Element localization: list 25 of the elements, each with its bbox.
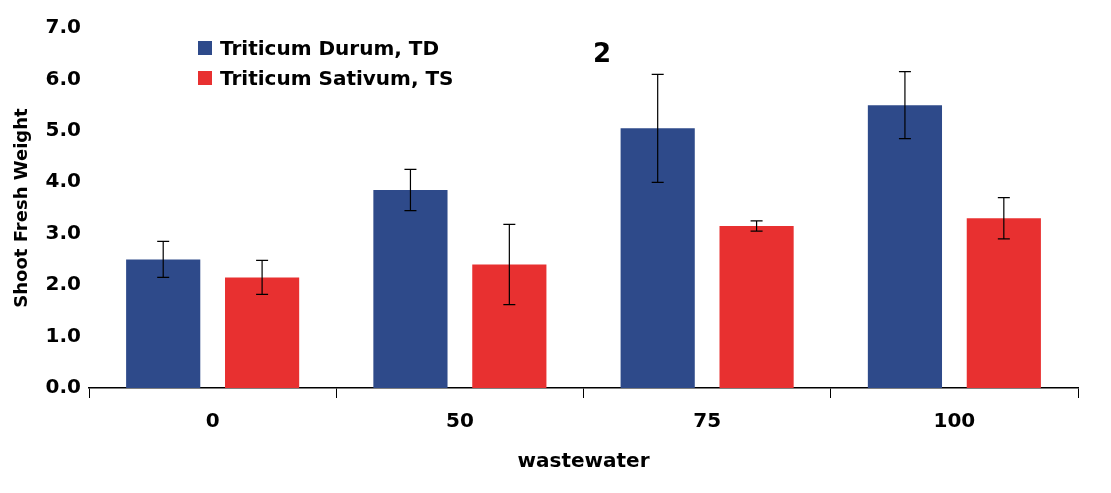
y-tick-label: 4.0 <box>45 168 82 193</box>
x-tick-label: 0 <box>205 408 220 433</box>
bar <box>867 105 943 388</box>
y-tick-label: 1.0 <box>45 322 82 347</box>
x-axis-title: wastewater <box>517 448 650 473</box>
x-tick-label: 50 <box>445 408 474 433</box>
y-tick-label: 0.0 <box>45 374 82 399</box>
y-axis-title: Shoot Fresh Weight <box>10 107 32 308</box>
y-tick-label: 7.0 <box>45 14 82 39</box>
y-tick-label: 3.0 <box>45 219 82 244</box>
y-tick-label: 6.0 <box>45 65 82 90</box>
bar <box>719 226 794 388</box>
y-tick-label: 5.0 <box>45 117 82 142</box>
bar <box>225 277 300 388</box>
x-tick-label: 100 <box>933 408 976 433</box>
annotation: 2 <box>593 38 612 68</box>
legend-label: Triticum Durum, TD <box>220 36 440 60</box>
bar <box>472 264 547 388</box>
bar <box>620 128 695 388</box>
bar <box>966 218 1041 388</box>
bar <box>126 259 201 388</box>
y-tick-label: 2.0 <box>45 271 82 296</box>
x-tick-label: 75 <box>693 408 722 433</box>
bar <box>373 190 448 388</box>
legend-label: Triticum Sativum, TS <box>220 66 454 90</box>
